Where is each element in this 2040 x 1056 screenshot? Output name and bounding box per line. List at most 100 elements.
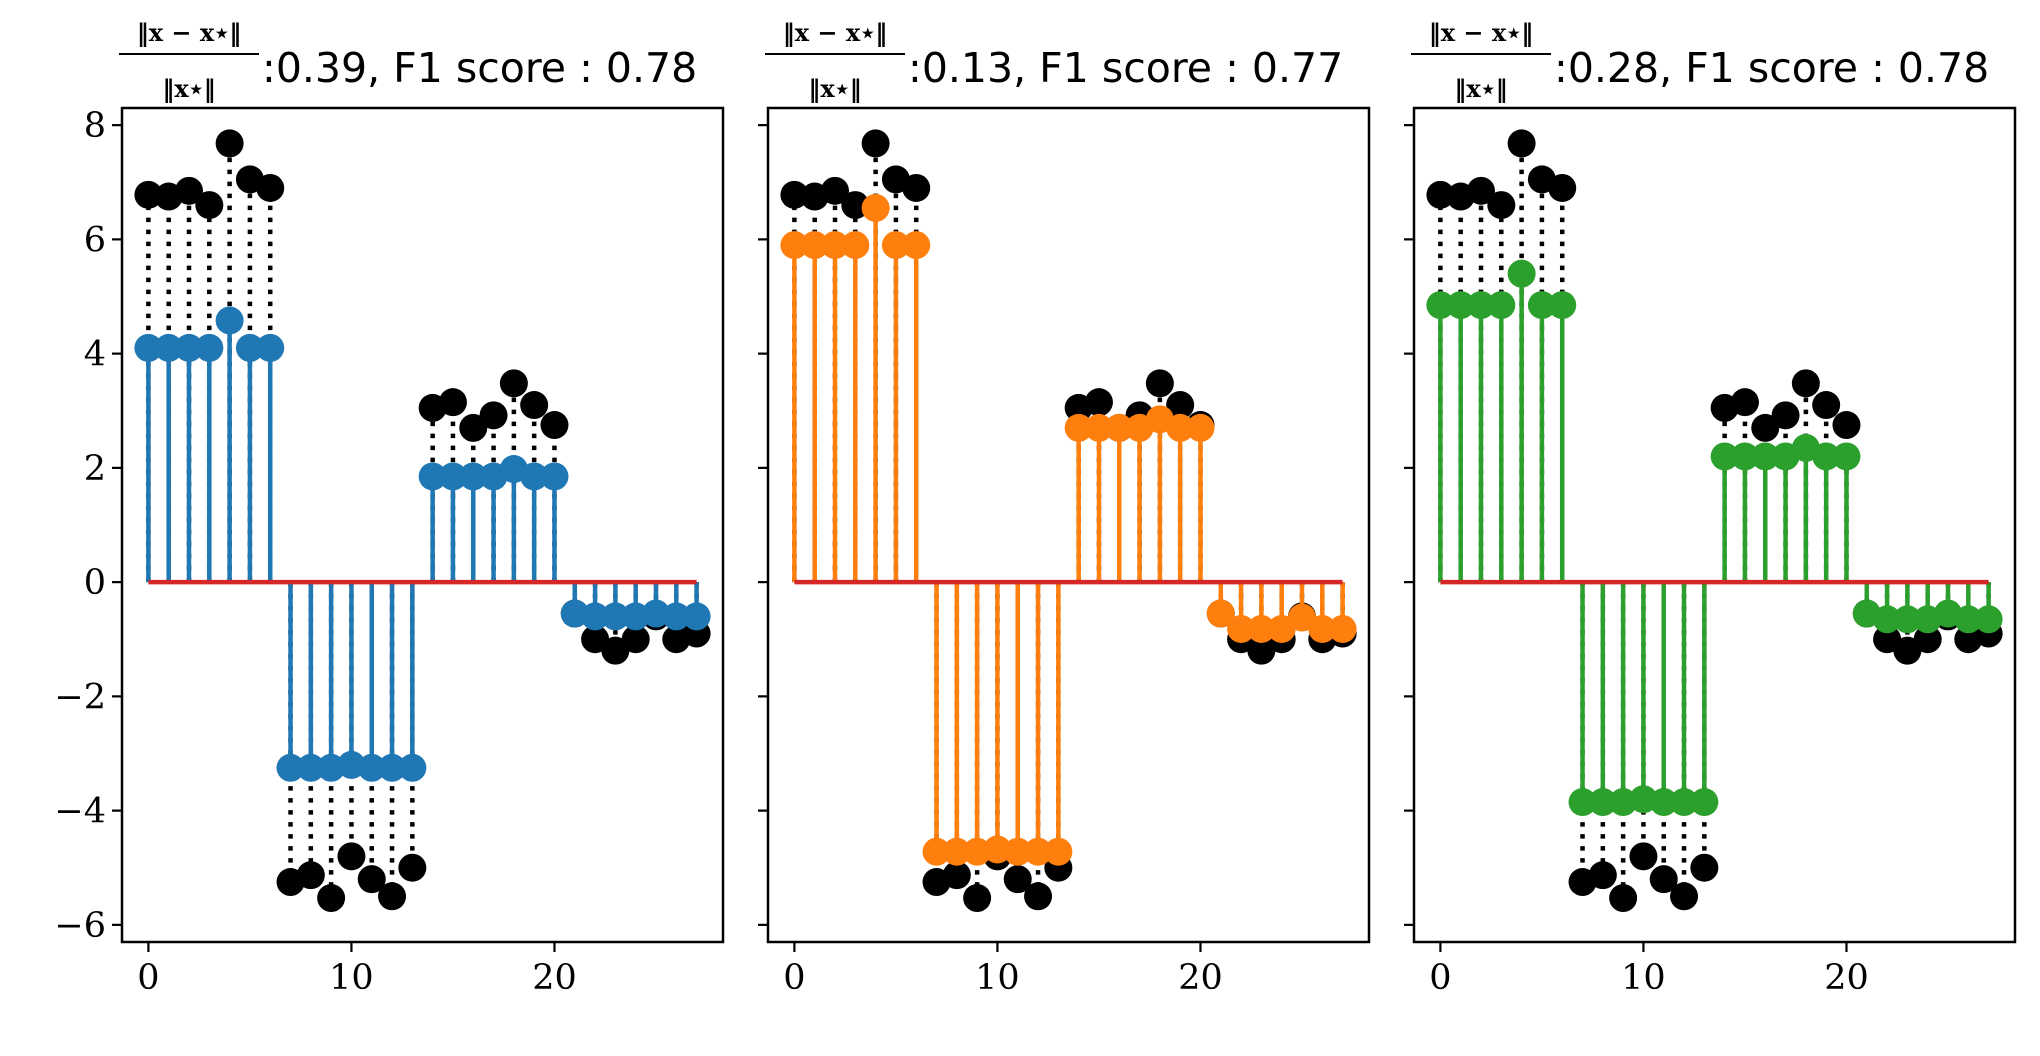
estimate-marker xyxy=(195,333,224,362)
estimate-marker xyxy=(540,462,569,491)
estimate-marker xyxy=(942,837,971,866)
estimate-marker xyxy=(1186,413,1215,442)
x-tick-label: 10 xyxy=(975,958,1020,998)
estimate-marker xyxy=(902,231,931,260)
estimate-marker xyxy=(1467,291,1496,320)
truth-marker xyxy=(1247,636,1276,665)
truth-marker xyxy=(581,625,610,654)
estimate-marker xyxy=(662,602,691,631)
truth-marker xyxy=(459,413,488,442)
estimate-marker xyxy=(780,231,809,260)
estimate-marker xyxy=(1893,605,1922,634)
title-fraction-numerator: ‖x − x⋆‖ xyxy=(137,18,241,47)
estimate-marker xyxy=(1267,614,1296,643)
x-tick-label: 10 xyxy=(1621,958,1666,998)
estimate-marker xyxy=(1974,605,2003,634)
truth-marker xyxy=(1730,388,1759,417)
estimate-marker xyxy=(1527,291,1556,320)
estimate-marker xyxy=(1247,614,1276,643)
estimate-marker xyxy=(1568,788,1597,817)
estimate-marker xyxy=(1487,291,1516,320)
truth-marker xyxy=(438,388,467,417)
estimate-marker xyxy=(1105,413,1134,442)
estimate-marker xyxy=(256,333,285,362)
truth-marker xyxy=(1832,411,1861,440)
chart-panel-3: 0 10 20 ‖x − x⋆‖ ‖x⋆‖:0.28, F1 score : 0.78 xyxy=(1404,18,2017,998)
truth-marker xyxy=(1791,369,1820,398)
estimate-marker xyxy=(1024,837,1053,866)
truth-marker xyxy=(296,861,325,890)
truth-marker xyxy=(479,401,508,430)
y-tick-label: 6 xyxy=(84,220,106,260)
estimate-marker xyxy=(1003,837,1032,866)
truth-marker xyxy=(1145,369,1174,398)
truth-marker xyxy=(1690,853,1719,882)
x-tick-label: 20 xyxy=(532,958,577,998)
truth-marker xyxy=(1024,882,1053,911)
estimate-marker xyxy=(1287,603,1316,632)
truth-marker xyxy=(1609,884,1638,913)
estimate-marker xyxy=(682,602,711,631)
truth-marker xyxy=(398,853,427,882)
y-tick-label: 8 xyxy=(84,106,106,146)
truth-marker xyxy=(621,625,650,654)
estimate-marker xyxy=(881,231,910,260)
estimate-marker xyxy=(601,602,630,631)
estimate-marker xyxy=(1166,413,1195,442)
chart-panel-2: 0 10 20 ‖x − x⋆‖ ‖x⋆‖:0.13, F1 score : 0.77 xyxy=(758,18,1371,998)
truth-marker xyxy=(337,842,366,871)
estimate-marker xyxy=(175,333,204,362)
estimate-marker xyxy=(215,306,244,335)
estimate-marker xyxy=(296,753,325,782)
estimate-marker xyxy=(821,231,850,260)
truth-marker xyxy=(1629,842,1658,871)
estimate-marker xyxy=(1812,442,1841,471)
estimate-marker xyxy=(1649,788,1678,817)
estimate-marker xyxy=(398,753,427,782)
truth-marker xyxy=(1873,625,1902,654)
title-fraction-denominator: ‖x⋆‖ xyxy=(808,74,861,103)
estimate-marker xyxy=(1873,605,1902,634)
truth-marker xyxy=(1003,865,1032,894)
axes-frame xyxy=(766,106,1371,944)
title-fraction-denominator: ‖x⋆‖ xyxy=(1454,74,1507,103)
estimate-marker xyxy=(1548,291,1577,320)
truth-marker xyxy=(1751,413,1780,442)
title-fraction-numerator: ‖x − x⋆‖ xyxy=(1429,18,1533,47)
y-tick-label: 2 xyxy=(84,449,106,489)
truth-marker xyxy=(861,129,890,158)
truth-marker xyxy=(1166,391,1195,420)
x-tick-label: 10 xyxy=(329,958,374,998)
y-tick-label: −4 xyxy=(54,792,106,832)
x-tick-label: 0 xyxy=(1429,958,1451,998)
estimate-marker xyxy=(1507,259,1536,288)
estimate-marker xyxy=(1206,599,1235,628)
estimate-marker xyxy=(1328,614,1357,643)
truth-marker xyxy=(1487,191,1516,220)
title-fraction-denominator: ‖x⋆‖ xyxy=(162,74,215,103)
truth-marker xyxy=(942,861,971,890)
truth-marker xyxy=(215,129,244,158)
truth-marker xyxy=(1893,636,1922,665)
estimate-marker xyxy=(1084,413,1113,442)
axes-frame xyxy=(120,106,725,944)
estimate-marker xyxy=(1588,788,1617,817)
estimate-marker xyxy=(1954,605,1983,634)
title-metrics: :0.39, F1 score : 0.78 xyxy=(262,44,697,92)
estimate-marker xyxy=(276,753,305,782)
x-tick-label: 20 xyxy=(1824,958,1869,998)
y-tick-label: 0 xyxy=(84,563,106,603)
estimate-marker xyxy=(1710,442,1739,471)
title-fraction-numerator: ‖x − x⋆‖ xyxy=(783,18,887,47)
title-metrics: :0.13, F1 score : 0.77 xyxy=(908,44,1343,92)
truth-marker xyxy=(1812,391,1841,420)
estimate-marker xyxy=(357,753,386,782)
estimate-marker xyxy=(1227,614,1256,643)
truth-marker xyxy=(1467,176,1496,205)
truth-marker xyxy=(134,180,163,209)
estimate-marker xyxy=(1751,442,1780,471)
truth-marker xyxy=(175,176,204,205)
truth-marker xyxy=(540,411,569,440)
truth-marker xyxy=(1670,882,1699,911)
estimate-marker xyxy=(922,837,951,866)
